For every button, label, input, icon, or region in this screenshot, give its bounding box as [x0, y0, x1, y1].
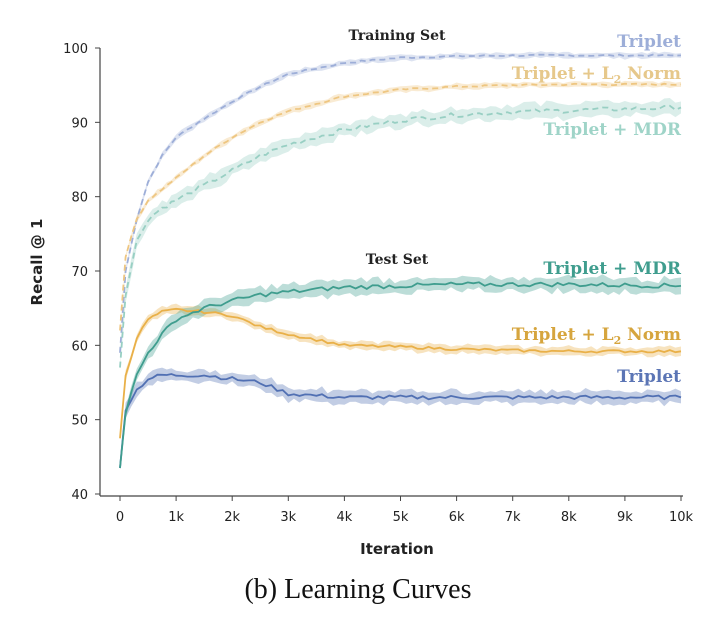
- figure-caption: (b) Learning Curves: [244, 574, 471, 605]
- x-tick-label: 8k: [561, 510, 577, 525]
- training-set-title: Training Set: [349, 28, 447, 44]
- y-tick-label: 60: [71, 339, 88, 354]
- x-tick-label: 5k: [393, 510, 409, 525]
- series-label: Triplet: [617, 32, 681, 52]
- series-line: [119, 104, 682, 368]
- x-tick-label: 0: [116, 510, 124, 525]
- series-label: Triplet + L2 Norm: [512, 325, 681, 347]
- y-tick-label: 90: [71, 116, 88, 131]
- series-line: [119, 53, 682, 353]
- series-label: Triplet + MDR: [543, 259, 681, 279]
- series-band: [120, 367, 681, 470]
- x-tick-label: 7k: [505, 510, 521, 525]
- y-tick-label: 100: [63, 42, 88, 57]
- x-tick-label: 10k: [669, 510, 694, 525]
- x-tick-label: 6k: [449, 510, 465, 525]
- series-line: [119, 373, 682, 469]
- x-tick-label: 3k: [280, 510, 296, 525]
- series-labels: Triplet Triplet + L2 Norm Triplet + MDR Tri…: [512, 32, 682, 387]
- series-lines: [119, 53, 682, 469]
- series-line: [119, 82, 682, 331]
- x-axis-title: Iteration: [360, 540, 434, 558]
- x-tick-label: 2k: [224, 510, 240, 525]
- x-tick-label: 1k: [168, 510, 184, 525]
- test-set-title: Test Set: [366, 252, 429, 268]
- x-ticks: 0 1k 2k 3k 4k 5k 6k 7k 8k 9k 10k: [116, 496, 694, 525]
- x-tick-label: 4k: [336, 510, 352, 525]
- series-line: [119, 307, 682, 439]
- confidence-bands: [120, 51, 681, 470]
- series-label: Triplet + MDR: [543, 120, 681, 140]
- y-tick-label: 40: [71, 488, 88, 503]
- y-axis-title: Recall @ 1: [28, 219, 46, 306]
- y-ticks: 40 50 60 70 80 90 100: [63, 42, 100, 503]
- x-tick-label: 9k: [617, 510, 633, 525]
- series-label: Triplet: [617, 367, 681, 387]
- y-tick-label: 70: [71, 265, 88, 280]
- y-tick-label: 80: [71, 191, 88, 206]
- series-line: [119, 281, 682, 469]
- series-label: Triplet + L2 Norm: [512, 64, 681, 86]
- y-tick-label: 50: [71, 414, 88, 429]
